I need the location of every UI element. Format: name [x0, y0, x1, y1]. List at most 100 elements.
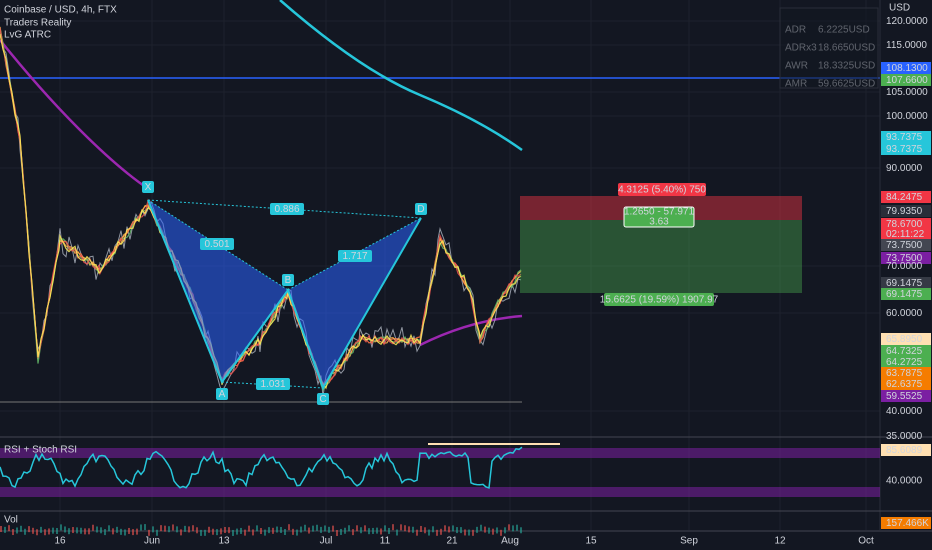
pattern-point: D [417, 204, 424, 215]
volume-bar [52, 527, 54, 534]
target-zone [520, 220, 802, 293]
rsi-band [0, 487, 880, 497]
volume-bar [36, 529, 38, 536]
price-label: 60.0000 [886, 308, 923, 319]
volume-bar [460, 527, 462, 534]
volume-bar [164, 525, 166, 532]
price-label-box [881, 205, 931, 217]
volume-bar [504, 527, 506, 534]
price-label: 69.1475 [886, 289, 923, 300]
price-label: 93.7375 [886, 132, 923, 143]
volume-bar [92, 524, 94, 531]
rsi-label: 85.6089 [886, 445, 923, 456]
volume-bar [420, 525, 422, 532]
position-target: 4.3125 (5.40%) 750 [618, 185, 706, 196]
volume-bar [328, 526, 330, 533]
pattern-ratio-box [200, 238, 234, 250]
volume-bar [436, 529, 438, 536]
price-label: 78.6700 [886, 219, 923, 230]
volume-bar [520, 527, 522, 534]
volume-bar [80, 527, 82, 534]
pattern-point-box [142, 181, 154, 193]
volume-bar [400, 524, 402, 531]
volume-bar [256, 525, 258, 532]
volume-bar [168, 526, 170, 533]
volume-bar [332, 525, 334, 532]
volume-bar [360, 527, 362, 534]
volume-bar [24, 528, 26, 535]
pattern-ratio-box [256, 378, 290, 390]
pattern-ratio: 1.717 [342, 251, 367, 262]
price-label-box [881, 345, 931, 357]
volume-bar [372, 527, 374, 534]
volume-label: 157.466K [886, 518, 929, 529]
pattern-ratio: 0.886 [274, 204, 299, 215]
rsi-label: 40.0000 [886, 476, 923, 487]
price-axis [880, 0, 932, 550]
volume-bar [244, 529, 246, 536]
volume-bar [132, 529, 134, 536]
volume-bar [288, 524, 290, 531]
volume-bar [56, 528, 58, 535]
volume-bar [0, 525, 2, 532]
rsi-title: RSI + Stoch RSI [4, 445, 77, 456]
price-label: 73.7500 [886, 253, 923, 264]
volume-bar [172, 524, 174, 531]
volume-bar [284, 529, 286, 536]
volume-bar [352, 529, 354, 536]
price-label: 65.8950 [886, 334, 923, 345]
volume-bar [412, 526, 414, 533]
price-label-box [881, 218, 931, 230]
indicator: LvG ATRC [4, 30, 51, 41]
volume-bar [212, 528, 214, 535]
pattern-ratio: 0.501 [204, 239, 229, 250]
indicator: Traders Reality [4, 18, 71, 29]
volume-bar [320, 526, 322, 533]
price-label: 02:11:22 [886, 229, 925, 240]
axis-unit: USD [889, 3, 910, 14]
pattern-ratio-box [270, 203, 304, 215]
position-stop-box [604, 293, 714, 306]
price-label: 108.1300 [886, 63, 928, 74]
volume-bar [380, 528, 382, 535]
volume-bar [152, 526, 154, 533]
volume-bar [120, 528, 122, 535]
volume-bar [364, 525, 366, 532]
price-label: 70.0000 [886, 261, 923, 272]
volume-bar [148, 529, 150, 536]
price-label-box [881, 333, 931, 345]
volume-bar [384, 525, 386, 532]
volume-bar [340, 528, 342, 535]
volume-bar [452, 525, 454, 532]
price-label: 64.2725 [886, 357, 923, 368]
price-label-box [881, 378, 931, 390]
volume-bar [208, 526, 210, 533]
symbol: Coinbase / USD, 4h, FTX [4, 5, 117, 16]
volume-bar [488, 527, 490, 534]
volume-bar [248, 525, 250, 532]
atr-table [779, 7, 879, 89]
pattern-point: A [219, 389, 226, 400]
price-label: 84.2475 [886, 192, 923, 203]
volume-bar [368, 528, 370, 535]
volume-bar [392, 524, 394, 531]
volume-bar [156, 529, 158, 536]
time-label: 15 [585, 536, 597, 547]
moving-average [419, 314, 523, 347]
volume-bar [376, 527, 378, 534]
volume-bar [20, 525, 22, 532]
volume-bar [12, 529, 14, 536]
price-label: 40.0000 [886, 406, 923, 417]
time-label: Jun [144, 536, 160, 547]
time-label: Sep [680, 536, 698, 547]
volume-bar [308, 527, 310, 534]
time-label: Aug [501, 536, 519, 547]
time-label: 13 [218, 536, 230, 547]
price-label-box [881, 131, 931, 143]
time-label: Oct [858, 536, 874, 547]
volume-bar [108, 525, 110, 532]
volume-bar [64, 526, 66, 533]
volume-bar [508, 524, 510, 531]
volume-bar [344, 527, 346, 534]
price-label-box [881, 62, 931, 74]
